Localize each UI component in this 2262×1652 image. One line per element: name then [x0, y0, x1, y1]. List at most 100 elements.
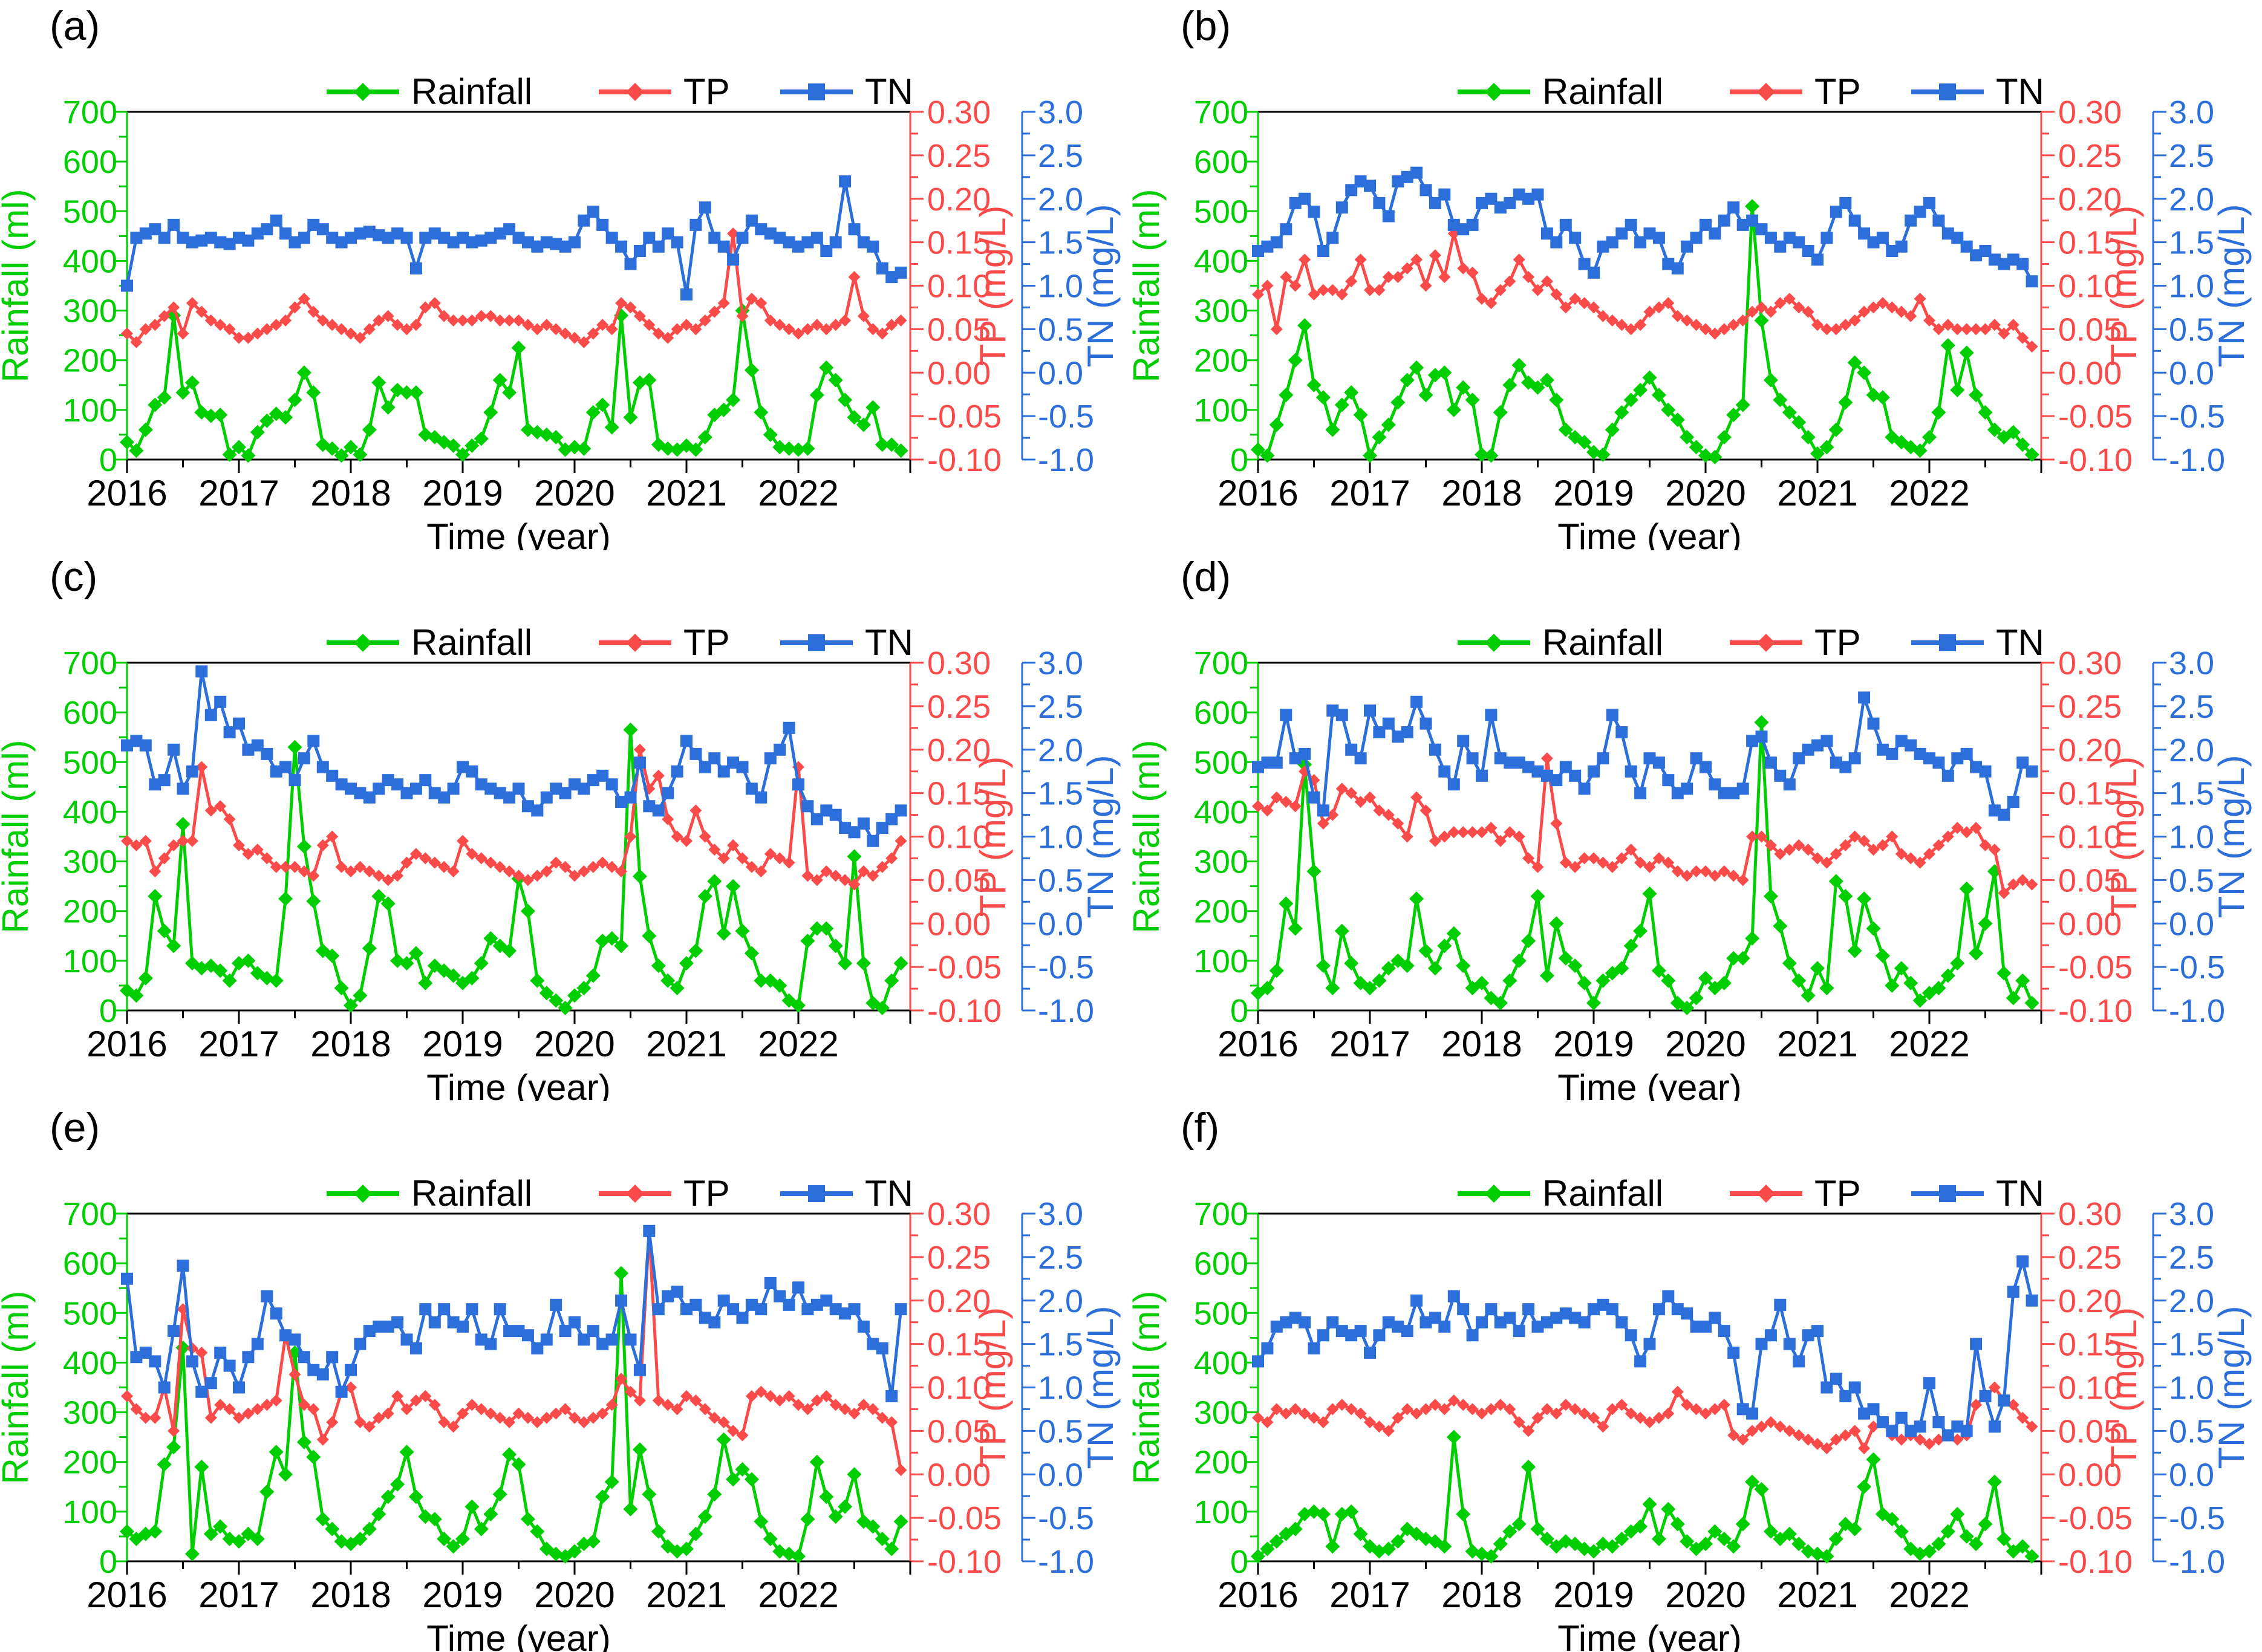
- legend-item-tp: TP: [1730, 1173, 1861, 1214]
- svg-text:0.05: 0.05: [927, 862, 991, 899]
- svg-text:3.0: 3.0: [1038, 1196, 1083, 1232]
- svg-text:0.30: 0.30: [927, 645, 991, 681]
- svg-text:600: 600: [1194, 144, 1248, 180]
- svg-text:2.5: 2.5: [2169, 689, 2214, 725]
- svg-text:400: 400: [63, 243, 117, 279]
- svg-text:2021: 2021: [1777, 473, 1857, 513]
- svg-text:2017: 2017: [1329, 473, 1410, 513]
- svg-text:Rainfall: Rainfall: [1542, 622, 1663, 663]
- y-axis-tn: -1.0 -0.5 0.0 0.5 1.0 1.5 2.0 2.5 3.0 TN (mg/L): [1021, 1196, 1121, 1580]
- svg-text:3.0: 3.0: [2169, 94, 2214, 131]
- svg-text:300: 300: [1194, 293, 1248, 330]
- svg-text:0.30: 0.30: [927, 94, 991, 131]
- svg-text:2.5: 2.5: [2169, 1240, 2214, 1276]
- y-axis-tn: -1.0 -0.5 0.0 0.5 1.0 1.5 2.0 2.5 3.0 TN (mg/L): [2152, 645, 2252, 1029]
- svg-text:Rainfall: Rainfall: [1542, 71, 1663, 112]
- svg-text:500: 500: [63, 1295, 117, 1332]
- svg-text:-0.5: -0.5: [2169, 949, 2225, 986]
- svg-text:2018: 2018: [1441, 1575, 1522, 1615]
- legend-item-tn: TN: [780, 622, 913, 663]
- svg-text:2021: 2021: [646, 1575, 726, 1615]
- x-axis: 2016 2017 2018 2019 2020 2021 2022 Time (year): [1217, 1561, 2042, 1652]
- svg-text:500: 500: [1194, 193, 1248, 230]
- svg-text:400: 400: [63, 794, 117, 830]
- svg-text:2020: 2020: [1665, 1024, 1745, 1064]
- y-axis-tn: -1.0 -0.5 0.0 0.5 1.0 1.5 2.0 2.5 3.0 TN (mg/L): [2152, 94, 2252, 478]
- svg-text:1.5: 1.5: [1038, 1327, 1083, 1363]
- panel-a: (a) Rainfall TP TN 0 100 200 300 400 500 600 700 Ra…: [0, 0, 1131, 550]
- svg-text:0.0: 0.0: [2169, 355, 2214, 391]
- svg-text:0.30: 0.30: [2058, 94, 2122, 131]
- panel-label-b: (b): [1181, 3, 1231, 49]
- svg-text:1.5: 1.5: [1038, 776, 1083, 812]
- svg-text:0.20: 0.20: [2058, 181, 2122, 218]
- svg-text:2022: 2022: [758, 473, 838, 513]
- panel-b-chart: Rainfall TP TN 0 100 200 300 400 500 600 700 Rainfa…: [1131, 71, 2252, 550]
- svg-text:500: 500: [63, 744, 117, 781]
- legend-item-tp: TP: [599, 1173, 730, 1214]
- svg-text:1.0: 1.0: [1038, 268, 1083, 305]
- svg-text:-0.05: -0.05: [927, 949, 1002, 986]
- svg-text:1.0: 1.0: [2169, 268, 2214, 305]
- svg-text:Rainfall (ml): Rainfall (ml): [0, 189, 36, 382]
- svg-text:TP (mg/L): TP (mg/L): [973, 206, 1013, 366]
- svg-text:500: 500: [1194, 744, 1248, 781]
- series-rainfall: [120, 1266, 908, 1564]
- svg-text:1.5: 1.5: [2169, 776, 2214, 812]
- svg-text:Rainfall (ml): Rainfall (ml): [1131, 740, 1167, 933]
- svg-text:2022: 2022: [758, 1575, 838, 1615]
- svg-text:2018: 2018: [310, 473, 391, 513]
- svg-text:600: 600: [63, 695, 117, 731]
- y-axis-rainfall: 0 100 200 300 400 500 600 700 Rainfall (ml): [1131, 94, 1258, 478]
- svg-text:TN: TN: [865, 622, 913, 663]
- svg-text:TN (mg/L): TN (mg/L): [1080, 204, 1121, 368]
- y-axis-tp: -0.10 -0.05 0.00 0.05 0.10 0.15 0.20 0.25 0.30 TP…: [2041, 1196, 2144, 1580]
- svg-text:0.5: 0.5: [1038, 862, 1083, 899]
- svg-text:400: 400: [63, 1345, 117, 1381]
- svg-text:TN: TN: [1996, 71, 2044, 112]
- panel-c: (c) Rainfall TP TN 0 100 200 300 400 500 600 700 Ra…: [0, 551, 1131, 1101]
- svg-text:2017: 2017: [198, 1575, 279, 1615]
- series-rainfall: [1251, 199, 2039, 464]
- legend: Rainfall TP TN: [1458, 71, 2044, 112]
- legend-item-rainfall: Rainfall: [327, 71, 532, 112]
- svg-text:0.05: 0.05: [2058, 1413, 2122, 1449]
- svg-text:200: 200: [63, 343, 117, 379]
- panel-label-a: (a): [50, 3, 100, 49]
- svg-text:TN (mg/L): TN (mg/L): [2211, 1306, 2252, 1469]
- svg-text:2018: 2018: [1441, 473, 1522, 513]
- svg-text:700: 700: [1194, 645, 1248, 681]
- svg-text:Rainfall: Rainfall: [1542, 1173, 1663, 1214]
- x-axis: 2016 2017 2018 2019 2020 2021 2022 Time (year): [1217, 460, 2042, 550]
- svg-text:0.0: 0.0: [1038, 906, 1083, 942]
- series-tn: [1252, 691, 2038, 821]
- svg-text:2016: 2016: [86, 473, 167, 513]
- svg-text:TN: TN: [1996, 1173, 2044, 1214]
- y-axis-tn: -1.0 -0.5 0.0 0.5 1.0 1.5 2.0 2.5 3.0 TN (mg/L): [1021, 94, 1121, 478]
- svg-text:700: 700: [1194, 1196, 1248, 1232]
- svg-text:400: 400: [1194, 1345, 1248, 1381]
- legend: Rainfall TP TN: [327, 71, 913, 112]
- legend-item-tp: TP: [1730, 622, 1861, 663]
- svg-text:0.10: 0.10: [927, 268, 991, 305]
- svg-text:0: 0: [99, 993, 117, 1029]
- svg-text:-0.5: -0.5: [1038, 949, 1094, 986]
- svg-text:0.00: 0.00: [927, 355, 991, 391]
- y-axis-tp: -0.10 -0.05 0.00 0.05 0.10 0.15 0.20 0.25 0.30 TP…: [2041, 645, 2144, 1029]
- svg-text:300: 300: [63, 293, 117, 330]
- svg-text:2.0: 2.0: [2169, 181, 2214, 218]
- svg-text:TP: TP: [1814, 71, 1861, 112]
- svg-text:0.20: 0.20: [927, 1283, 991, 1319]
- svg-text:Rainfall (ml): Rainfall (ml): [1131, 1290, 1167, 1484]
- svg-text:Time (year): Time (year): [1557, 1067, 1741, 1101]
- series-tn: [121, 1224, 907, 1402]
- svg-text:2019: 2019: [1553, 473, 1634, 513]
- svg-text:2018: 2018: [1441, 1024, 1522, 1064]
- svg-text:0.5: 0.5: [2169, 1413, 2214, 1449]
- svg-text:0.05: 0.05: [2058, 311, 2122, 348]
- svg-text:-1.0: -1.0: [2169, 993, 2225, 1029]
- svg-text:2020: 2020: [1665, 1575, 1745, 1615]
- svg-text:2022: 2022: [1889, 1024, 1969, 1064]
- series-rainfall: [120, 303, 908, 463]
- svg-text:100: 100: [1194, 392, 1248, 429]
